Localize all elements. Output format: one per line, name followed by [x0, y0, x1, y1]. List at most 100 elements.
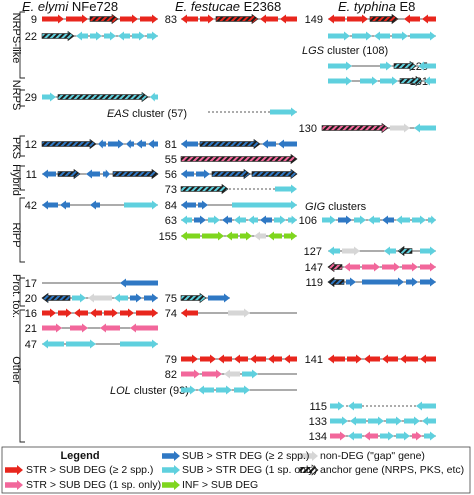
- gene-arrow: [181, 369, 200, 379]
- gene-arrow: [362, 262, 380, 272]
- gene-arrow: [380, 76, 398, 86]
- gene-arrow: [90, 308, 102, 318]
- gene-arrow: [150, 92, 158, 102]
- gene-arrow: [348, 431, 362, 441]
- gene-arrow: [76, 31, 88, 41]
- gene-arrow: [386, 416, 402, 426]
- cluster-track: [42, 308, 158, 318]
- legend-label-inf: INF > SUB DEG: [182, 479, 258, 491]
- gene-arrow: [42, 92, 56, 102]
- gene-arrow: [218, 354, 232, 364]
- gene-arrow: [368, 416, 384, 426]
- cluster-number: 55: [165, 154, 177, 166]
- gene-arrow: [130, 293, 142, 303]
- cluster-number: 133: [309, 416, 327, 428]
- gene-arrow: [90, 31, 102, 41]
- gene-arrow: [118, 31, 130, 41]
- legend-swatch: [5, 480, 23, 490]
- gene-arrow: [260, 215, 272, 225]
- cluster-track: [322, 215, 436, 225]
- anchor-gene-arrow: [399, 75, 423, 87]
- category-bracket: [19, 309, 25, 443]
- gene-arrow: [400, 354, 418, 364]
- gene-arrow: [338, 215, 352, 225]
- gene-arrow: [42, 14, 64, 24]
- gene-arrow: [60, 200, 70, 210]
- gene-arrow: [250, 354, 266, 364]
- cluster-track: [181, 385, 297, 395]
- gene-arrow: [140, 14, 158, 24]
- gene-arrow: [330, 401, 344, 411]
- gene-arrow: [120, 308, 134, 318]
- gene-arrow: [362, 277, 404, 287]
- cluster-number: 130: [299, 123, 317, 135]
- gene-arrow: [322, 215, 336, 225]
- legend-swatch: [162, 465, 180, 475]
- gene-arrow: [120, 14, 138, 24]
- gene-arrow: [200, 354, 216, 364]
- gene-arrow: [181, 14, 198, 24]
- gene-arrow: [418, 61, 436, 71]
- legend-swatch: [162, 480, 180, 490]
- gene-arrow: [248, 215, 258, 225]
- gene-arrow: [42, 323, 62, 333]
- column-header-festucae: E. festucae E2368: [175, 0, 281, 14]
- cluster-track: [42, 339, 158, 349]
- anchor-gene-arrow: [180, 292, 207, 304]
- gene-arrow: [144, 293, 158, 303]
- cluster-track: [180, 153, 298, 165]
- cluster-track: [327, 276, 436, 288]
- cluster-number: 73: [165, 184, 177, 196]
- gene-arrow: [284, 231, 297, 241]
- anchor-gene-arrow: [57, 168, 81, 180]
- gene-arrow: [181, 215, 192, 225]
- gene-arrow: [104, 31, 116, 41]
- category-nrps-like: NRPS-like: [10, 13, 22, 64]
- anchor-gene-arrow: [199, 138, 261, 150]
- gene-arrow: [202, 369, 222, 379]
- gene-arrow: [202, 231, 224, 241]
- gig-cluster-label: GIG clusters: [305, 201, 367, 213]
- gene-arrow: [384, 246, 396, 256]
- anchor-gene-arrow: [397, 245, 413, 257]
- cluster-number: 81: [165, 139, 177, 151]
- gene-arrow: [288, 215, 297, 225]
- gene-arrow: [42, 308, 56, 318]
- gene-arrow: [420, 277, 436, 287]
- gene-arrow: [328, 61, 352, 71]
- anchor-gene-arrow: [57, 91, 149, 103]
- column-header-elymi: E. elymi NFe728: [22, 0, 118, 14]
- gene-arrow: [382, 262, 400, 272]
- cluster-track: [181, 354, 297, 364]
- cluster-number: 84: [165, 200, 177, 212]
- gene-arrow: [404, 416, 420, 426]
- legend-swatch: [5, 465, 23, 475]
- cluster-track: [321, 122, 436, 134]
- cluster-track: [330, 401, 436, 411]
- gene-arrow: [268, 231, 282, 241]
- anchor-gene-arrow: [393, 60, 417, 72]
- gene-arrow: [414, 123, 436, 133]
- gene-arrow: [90, 200, 100, 210]
- gene-arrow: [234, 385, 250, 395]
- cluster-track: [181, 168, 298, 180]
- cluster-track: [328, 13, 436, 25]
- category-bracket: [19, 165, 25, 191]
- legend-swatch: [299, 464, 319, 476]
- cluster-track: [180, 183, 297, 195]
- gene-arrow: [242, 369, 258, 379]
- gene-arrow: [232, 200, 297, 210]
- gene-arrow: [181, 308, 198, 318]
- legend-swatch: [162, 451, 180, 461]
- cluster-number: 16: [25, 308, 37, 320]
- cluster-track: [330, 431, 436, 441]
- gene-arrow: [136, 308, 158, 318]
- gene-arrow: [147, 31, 158, 41]
- legend: Legend STR > SUB DEG (≥ 2 spp.) SUB > ST…: [1, 446, 471, 494]
- cluster-track: [42, 168, 159, 180]
- cluster-track: [180, 292, 230, 304]
- cluster-track: [328, 31, 436, 41]
- anchor-gene-arrow: [89, 13, 119, 25]
- cluster-number: 21: [25, 323, 37, 335]
